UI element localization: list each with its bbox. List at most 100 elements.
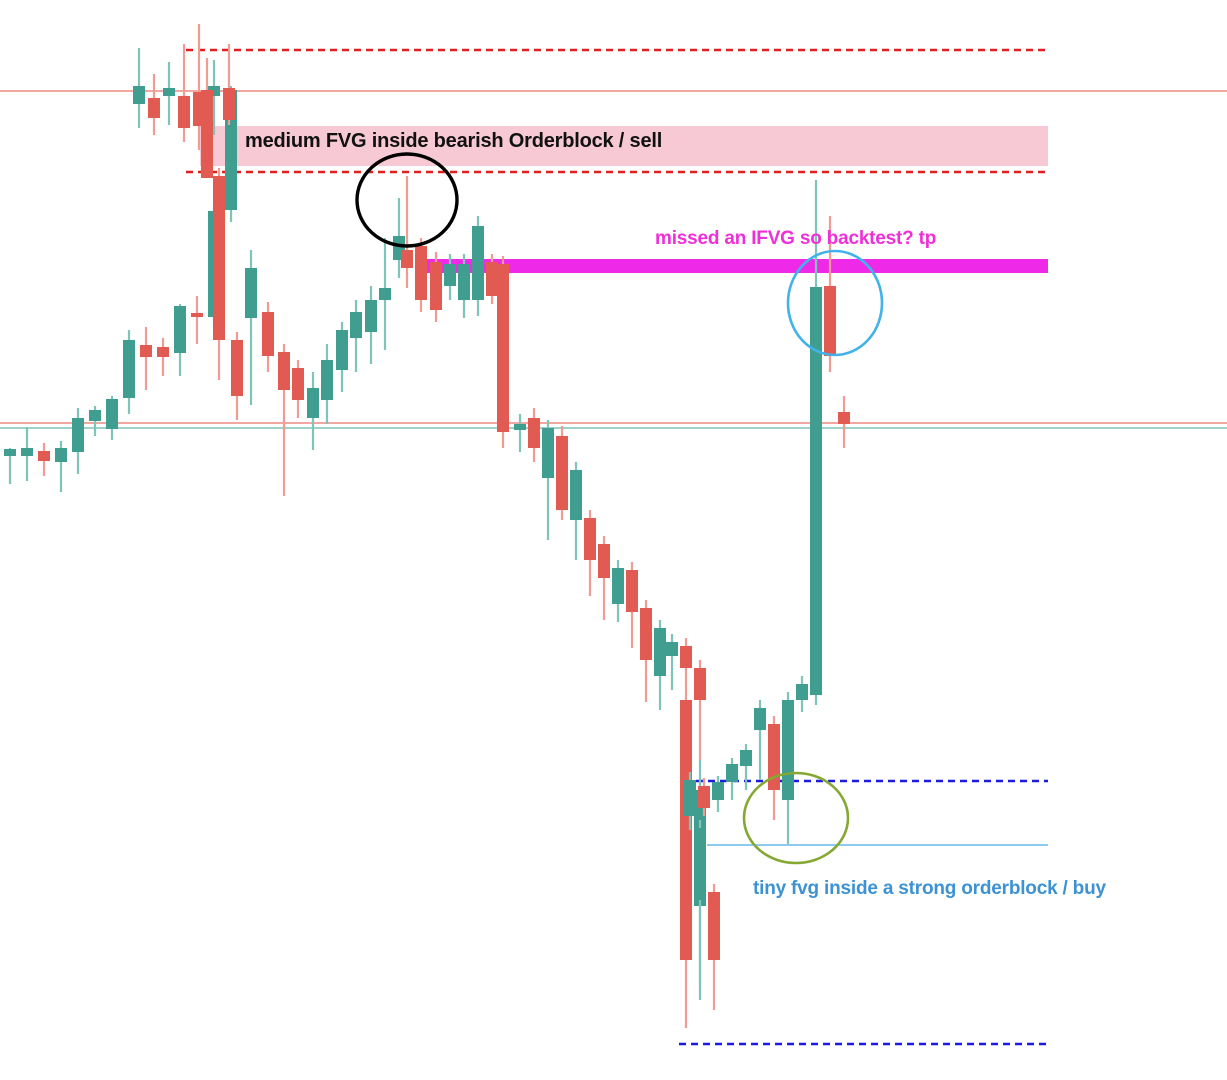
- candle-body: [4, 449, 16, 456]
- candle-body: [365, 300, 377, 332]
- candle: [157, 338, 169, 376]
- candle-body: [208, 86, 220, 96]
- candle-body: [796, 684, 808, 700]
- candle: [680, 700, 692, 1028]
- candle-body: [38, 451, 50, 461]
- candle-body: [694, 828, 706, 900]
- candle-body: [157, 347, 169, 357]
- candle: [245, 250, 257, 405]
- candle: [106, 396, 118, 440]
- candle-body: [584, 518, 596, 560]
- candle-body: [292, 368, 304, 400]
- candle: [514, 414, 526, 452]
- candle-body: [89, 410, 101, 421]
- candle: [174, 304, 186, 376]
- candle: [684, 772, 696, 830]
- candle: [824, 216, 836, 372]
- candle: [497, 256, 509, 448]
- candle-body: [556, 436, 568, 510]
- candle: [321, 344, 333, 424]
- candle-body: [245, 268, 257, 318]
- candle-body: [698, 786, 710, 808]
- candle-body: [163, 88, 175, 96]
- candle-body: [415, 246, 427, 300]
- candle-body: [444, 264, 456, 286]
- candle: [21, 427, 33, 481]
- candle-body: [654, 628, 666, 676]
- candle-body: [321, 360, 333, 400]
- candle-body: [514, 424, 526, 430]
- candle: [191, 296, 203, 344]
- candle-body: [201, 90, 213, 178]
- candle-body: [726, 764, 738, 782]
- candle-body: [782, 700, 794, 800]
- zones-layer: [200, 126, 1048, 273]
- candle: [838, 396, 850, 448]
- candle-body: [133, 86, 145, 104]
- candle-body: [148, 98, 160, 118]
- candle: [133, 48, 145, 128]
- candle: [754, 700, 766, 780]
- candle: [584, 510, 596, 596]
- candle: [292, 360, 304, 418]
- candle: [712, 776, 724, 812]
- candle-body: [213, 176, 225, 340]
- candle: [598, 536, 610, 620]
- candle-body: [612, 568, 624, 604]
- candle: [542, 420, 554, 540]
- candle: [796, 676, 808, 712]
- candle: [556, 426, 568, 520]
- candle-body: [740, 750, 752, 766]
- candle: [208, 60, 220, 135]
- candle-body: [379, 288, 391, 300]
- candle: [262, 302, 274, 372]
- candle-body: [684, 780, 696, 816]
- candle-body: [72, 418, 84, 452]
- candle: [38, 443, 50, 476]
- candle-body: [55, 448, 67, 462]
- candle: [163, 62, 175, 125]
- candle: [810, 180, 822, 705]
- candle: [123, 330, 135, 414]
- candle: [528, 408, 540, 462]
- candle-body: [191, 313, 203, 317]
- candle: [680, 638, 692, 700]
- zone-ifvg-tp-band: [421, 259, 1048, 273]
- candle-body: [640, 608, 652, 660]
- annotation-buy-note: tiny fvg inside a strong orderblock / bu…: [753, 878, 1106, 899]
- candle-body: [486, 262, 498, 296]
- candle: [307, 372, 319, 450]
- candle: [148, 74, 160, 135]
- candle: [694, 820, 706, 985]
- candle: [612, 560, 624, 622]
- candle: [178, 44, 190, 142]
- candle: [415, 238, 427, 312]
- candle: [430, 252, 442, 322]
- annotation-ifvg-note: missed an IFVG so backtest? tp: [655, 228, 937, 249]
- candle-body: [810, 287, 822, 695]
- candle: [708, 884, 720, 1010]
- candle-body: [458, 264, 470, 300]
- candle: [768, 716, 780, 820]
- candle: [444, 254, 456, 300]
- candle: [213, 168, 225, 380]
- marker-green-ellipse-tinyfvg: [742, 771, 850, 865]
- candle: [654, 620, 666, 710]
- candle-body: [708, 892, 720, 960]
- candle-body: [497, 264, 509, 432]
- candle: [486, 254, 498, 304]
- candle: [782, 692, 794, 844]
- candle: [336, 322, 348, 392]
- candle-body: [307, 388, 319, 418]
- candle: [55, 441, 67, 492]
- candle-body: [528, 418, 540, 448]
- candle-body: [542, 428, 554, 478]
- candle-body: [336, 330, 348, 370]
- candle: [458, 254, 470, 318]
- candle-body: [140, 345, 152, 357]
- candle: [223, 44, 235, 125]
- candle: [379, 238, 391, 350]
- candle-body: [278, 352, 290, 390]
